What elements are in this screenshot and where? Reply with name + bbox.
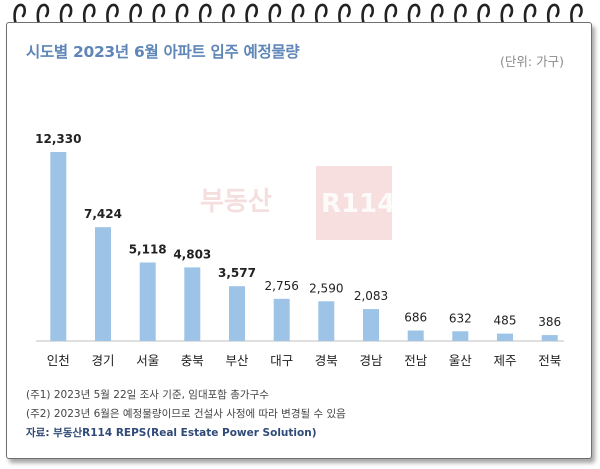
bar-8 (407, 330, 424, 341)
value-label-2: 5,118 (129, 243, 167, 257)
binding-ring (222, 3, 235, 32)
binding-ring (314, 3, 328, 32)
bar-4 (229, 286, 245, 341)
category-label-8: 전남 (404, 353, 428, 368)
binding-ring (291, 3, 305, 32)
binding-ring (152, 3, 166, 32)
spiral-binding (13, 3, 583, 32)
binding-ring (129, 3, 142, 32)
binding-ring (523, 3, 537, 32)
category-label-0: 인천 (47, 353, 70, 368)
bar-11 (541, 335, 558, 341)
category-label-10: 제주 (493, 353, 516, 368)
value-label-10: 485 (494, 314, 517, 328)
bar-1 (95, 227, 111, 341)
value-label-0: 12,330 (35, 132, 81, 146)
watermark-text: 부동산 (200, 187, 272, 217)
footnotes: (주1) 2023년 5월 22일 조사 기준, 임대포함 총가구수 (주2) … (26, 386, 346, 443)
binding-ring (500, 3, 514, 32)
bar-5 (273, 298, 290, 341)
watermark-logo: 부동산 R114 (200, 166, 395, 240)
binding-ring (338, 3, 351, 32)
binding-ring (106, 3, 119, 32)
value-label-11: 386 (538, 315, 561, 329)
bar-6 (318, 301, 335, 341)
binding-ring (570, 3, 583, 32)
binding-ring (198, 3, 212, 32)
bar-2 (139, 262, 156, 341)
category-label-7: 경남 (359, 353, 383, 368)
value-label-4: 3,577 (218, 266, 256, 280)
category-label-11: 전북 (538, 353, 561, 368)
binding-ring (454, 3, 467, 32)
value-label-7: 2,083 (354, 289, 388, 303)
source-note: 자료: 부동산R114 REPS(Real Estate Power Solut… (26, 427, 317, 439)
value-label-1: 7,424 (84, 207, 122, 221)
value-label-3: 4,803 (173, 247, 211, 261)
footnote-1: (주1) 2023년 5월 22일 조사 기준, 임대포함 총가구수 (26, 389, 269, 401)
category-label-1: 경기 (91, 353, 114, 368)
category-label-9: 울산 (449, 353, 473, 368)
binding-ring (407, 3, 421, 32)
binding-ring (384, 3, 398, 32)
category-label-3: 충북 (181, 353, 204, 368)
bar-7 (363, 309, 379, 341)
category-label-5: 대구 (270, 353, 293, 368)
binding-ring (477, 3, 490, 32)
bar-3 (184, 267, 201, 341)
footnote-2: (주2) 2023년 6월은 예정물량이므로 건설사 사정에 따라 변경될 수 … (26, 408, 346, 420)
value-label-9: 632 (449, 311, 472, 325)
value-label-8: 686 (404, 311, 427, 325)
chart-title: 시도별 2023년 6월 아파트 입주 예정물량 (26, 43, 300, 61)
binding-ring (36, 3, 50, 32)
bar-9 (452, 331, 469, 341)
watermark-box-text: R114 (321, 189, 395, 219)
binding-ring (268, 3, 282, 32)
value-label-5: 2,756 (265, 279, 299, 293)
category-label-4: 부산 (225, 353, 249, 368)
binding-ring (59, 3, 73, 32)
bar-0 (50, 152, 67, 341)
category-label-6: 경북 (315, 353, 338, 368)
binding-ring (546, 3, 560, 32)
binding-ring (361, 3, 374, 32)
binding-ring (430, 3, 444, 32)
bar-10 (497, 333, 513, 341)
value-label-6: 2,590 (309, 281, 343, 295)
unit-label: (단위: 가구) (500, 54, 564, 69)
category-label-2: 서울 (136, 353, 159, 368)
binding-ring (82, 3, 96, 32)
binding-ring (175, 3, 189, 32)
binding-ring (245, 3, 258, 32)
binding-ring (13, 3, 26, 32)
